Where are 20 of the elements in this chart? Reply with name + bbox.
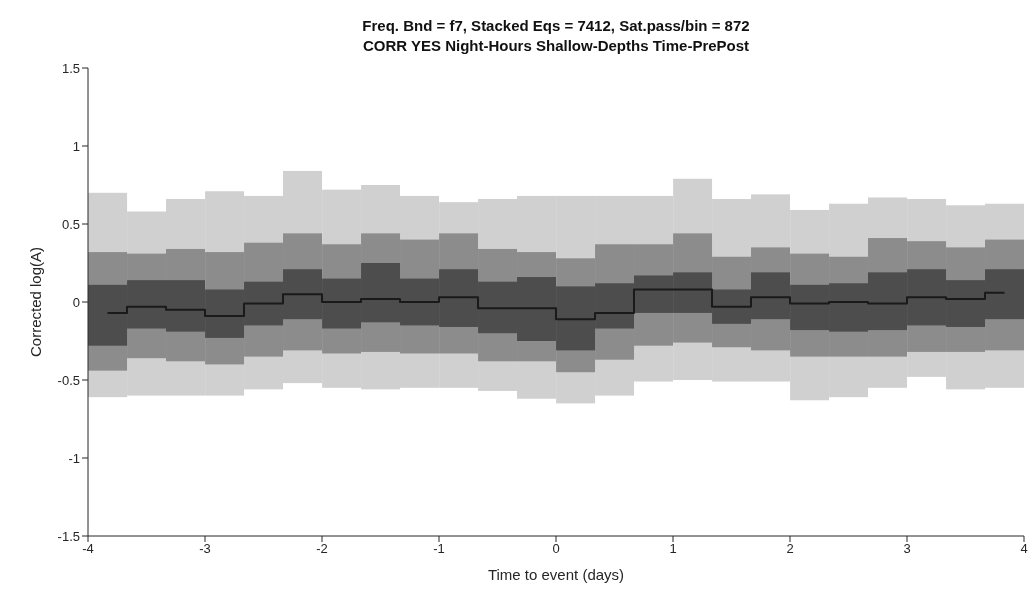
x-axis-title: Time to event (days) <box>487 566 625 583</box>
y-tick-label: 1 <box>72 138 80 154</box>
y-axis-title: Corrected log(A) <box>27 246 45 358</box>
x-tick-label: -4 <box>82 541 94 557</box>
x-tick-label: 4 <box>1020 541 1028 557</box>
x-tick-label: -2 <box>316 541 328 557</box>
x-tick-label: 3 <box>903 541 911 557</box>
y-tick-label: 0.5 <box>61 216 80 232</box>
chart-title: Freq. Bnd = f7, Stacked Eqs = 7412, Sat.pass/bin = 872 <box>361 16 751 36</box>
y-tick-label: 0 <box>72 294 80 310</box>
x-tick-label: 1 <box>669 541 677 557</box>
x-tick-label: -1 <box>433 541 445 557</box>
x-tick-label: 0 <box>552 541 560 557</box>
x-tick-label: -3 <box>199 541 211 557</box>
x-tick-label: 2 <box>786 541 794 557</box>
y-tick-label: -0.5 <box>57 372 80 388</box>
y-tick-label: -1 <box>68 450 80 466</box>
chart-subtitle: CORR YES Night-Hours Shallow-Depths Time-PrePost <box>361 36 751 56</box>
y-tick-label: -1.5 <box>57 528 80 544</box>
y-tick-label: 1.5 <box>61 60 80 76</box>
